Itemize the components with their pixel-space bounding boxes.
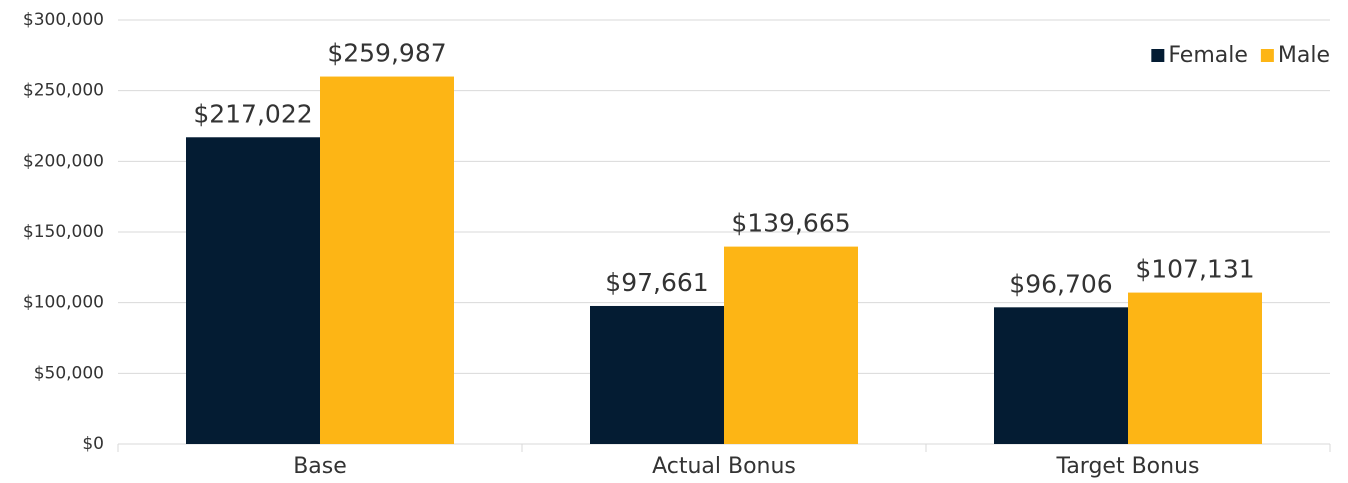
- bar: [320, 76, 454, 445]
- y-tick-label: $100,000: [23, 293, 104, 313]
- y-tick-label: $200,000: [23, 151, 104, 171]
- bar: [724, 246, 858, 444]
- y-tick-label: $300,000: [23, 10, 104, 30]
- data-label: $259,987: [327, 39, 446, 68]
- bar: [186, 137, 320, 444]
- y-tick-label: $150,000: [23, 222, 104, 242]
- y-tick-label: $50,000: [34, 363, 104, 383]
- x-tick-label: Target Bonus: [1056, 454, 1200, 479]
- data-label: $217,022: [193, 99, 312, 128]
- x-tick-label: Base: [293, 454, 347, 479]
- bar: [1128, 292, 1262, 444]
- data-label: $96,706: [1009, 269, 1112, 298]
- data-label: $97,661: [605, 268, 708, 297]
- y-tick-label: $250,000: [23, 81, 104, 101]
- legend-swatch: [1151, 49, 1165, 62]
- x-tick-label: Actual Bonus: [652, 454, 796, 479]
- data-label: $139,665: [731, 209, 850, 238]
- data-label: $107,131: [1135, 255, 1254, 284]
- bar: [994, 307, 1128, 444]
- y-tick-label: $0: [82, 434, 104, 454]
- legend-label: Female: [1168, 43, 1248, 68]
- legend-swatch: [1260, 49, 1274, 62]
- bar: [590, 305, 724, 444]
- legend-label: Male: [1278, 43, 1330, 68]
